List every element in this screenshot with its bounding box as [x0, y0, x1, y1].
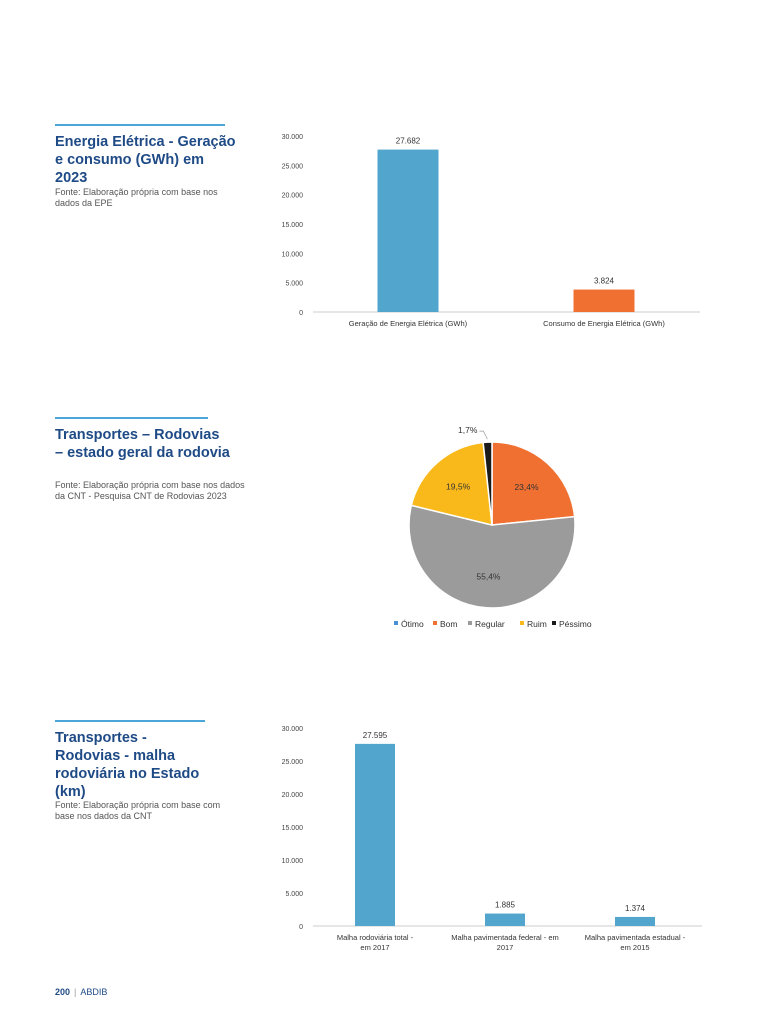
- y-tick-label: 20.000: [282, 193, 304, 200]
- pie-slice-regular: [408, 504, 576, 609]
- section-source-energia: Fonte: Elaboração própria com base nos d…: [55, 187, 218, 208]
- section-source-estado-rodovia: Fonte: Elaboração própria com base nos d…: [55, 480, 245, 501]
- page-footer: 200 | ABDIB: [55, 987, 107, 997]
- y-tick-label: 10.000: [282, 858, 304, 865]
- legend-swatch: [520, 621, 524, 625]
- y-tick-label: 30.000: [282, 134, 304, 141]
- bar: [573, 289, 635, 312]
- slice-value-label: 19,5%: [446, 481, 471, 491]
- section-rule: [55, 417, 208, 419]
- x-category-label: Malha pavimentada estadual -: [585, 933, 686, 942]
- x-category-label: em 2017: [360, 943, 389, 952]
- section-rule: [55, 720, 205, 722]
- legend-item-bom: Bom: [440, 619, 457, 629]
- y-tick-label: 30.000: [282, 726, 304, 733]
- legend-item-ruim: Ruim: [527, 619, 547, 629]
- x-category-label: Malha pavimentada federal - em: [451, 933, 559, 942]
- section-source-malha: Fonte: Elaboração própria com base com b…: [55, 800, 221, 821]
- legend-item-péssimo: Péssimo: [559, 619, 592, 629]
- y-tick-label: 20.000: [282, 792, 304, 799]
- bar-value-label: 27.595: [363, 731, 388, 740]
- y-tick-label: 15.000: [282, 825, 304, 832]
- pie-slice-bom: [491, 441, 576, 526]
- section-title-malha: Transportes - Rodovias - malha rodoviári…: [55, 730, 200, 800]
- legend-swatch: [433, 621, 437, 625]
- legend-item-regular: Regular: [475, 619, 505, 629]
- section-title-estado-rodovia: Transportes – Rodovias – estado geral da…: [55, 427, 230, 461]
- y-tick-label: 15.000: [282, 222, 304, 229]
- bar: [355, 743, 395, 926]
- legend-swatch: [394, 621, 398, 625]
- y-tick-label: 5.000: [285, 281, 303, 288]
- bar-value-label: 1.374: [625, 904, 646, 913]
- legend-swatch: [468, 621, 472, 625]
- legend-swatch: [552, 621, 556, 625]
- legend-item-ótimo: Ótimo: [401, 619, 424, 629]
- y-tick-label: 25.000: [282, 759, 304, 766]
- bar: [615, 916, 655, 926]
- y-tick-label: 25.000: [282, 163, 304, 170]
- x-category-label: Malha rodoviária total -: [337, 933, 414, 942]
- pie-slice-ruim: [410, 441, 493, 526]
- x-category-label: 2017: [497, 943, 514, 952]
- x-category-label: em 2015: [620, 943, 649, 952]
- y-tick-label: 0: [299, 924, 303, 931]
- y-tick-label: 5.000: [285, 891, 303, 898]
- bar: [485, 913, 525, 926]
- slice-value-label: 1,7%: [458, 425, 478, 435]
- slice-value-label: 55,4%: [476, 571, 501, 581]
- bar: [377, 149, 439, 312]
- page-number: 200: [55, 987, 71, 997]
- leader-line: [479, 430, 488, 440]
- x-category-label: Geração de Energia Elétrica (GWh): [349, 319, 468, 328]
- bar-value-label: 1.885: [495, 901, 516, 910]
- footer-publisher: ABDIB: [80, 987, 108, 997]
- pie-slice-péssimo: [482, 441, 493, 526]
- bar-value-label: 3.824: [594, 277, 615, 286]
- y-tick-label: 10.000: [282, 251, 304, 258]
- bar-value-label: 27.682: [396, 137, 421, 146]
- slice-value-label: 23,4%: [514, 482, 539, 492]
- section-rule: [55, 124, 225, 126]
- x-category-label: Consumo de Energia Elétrica (GWh): [543, 319, 665, 328]
- y-tick-label: 0: [299, 310, 303, 317]
- footer-separator: |: [74, 987, 77, 997]
- section-title-energia: Energia Elétrica - Geração e consumo (GW…: [55, 134, 236, 186]
